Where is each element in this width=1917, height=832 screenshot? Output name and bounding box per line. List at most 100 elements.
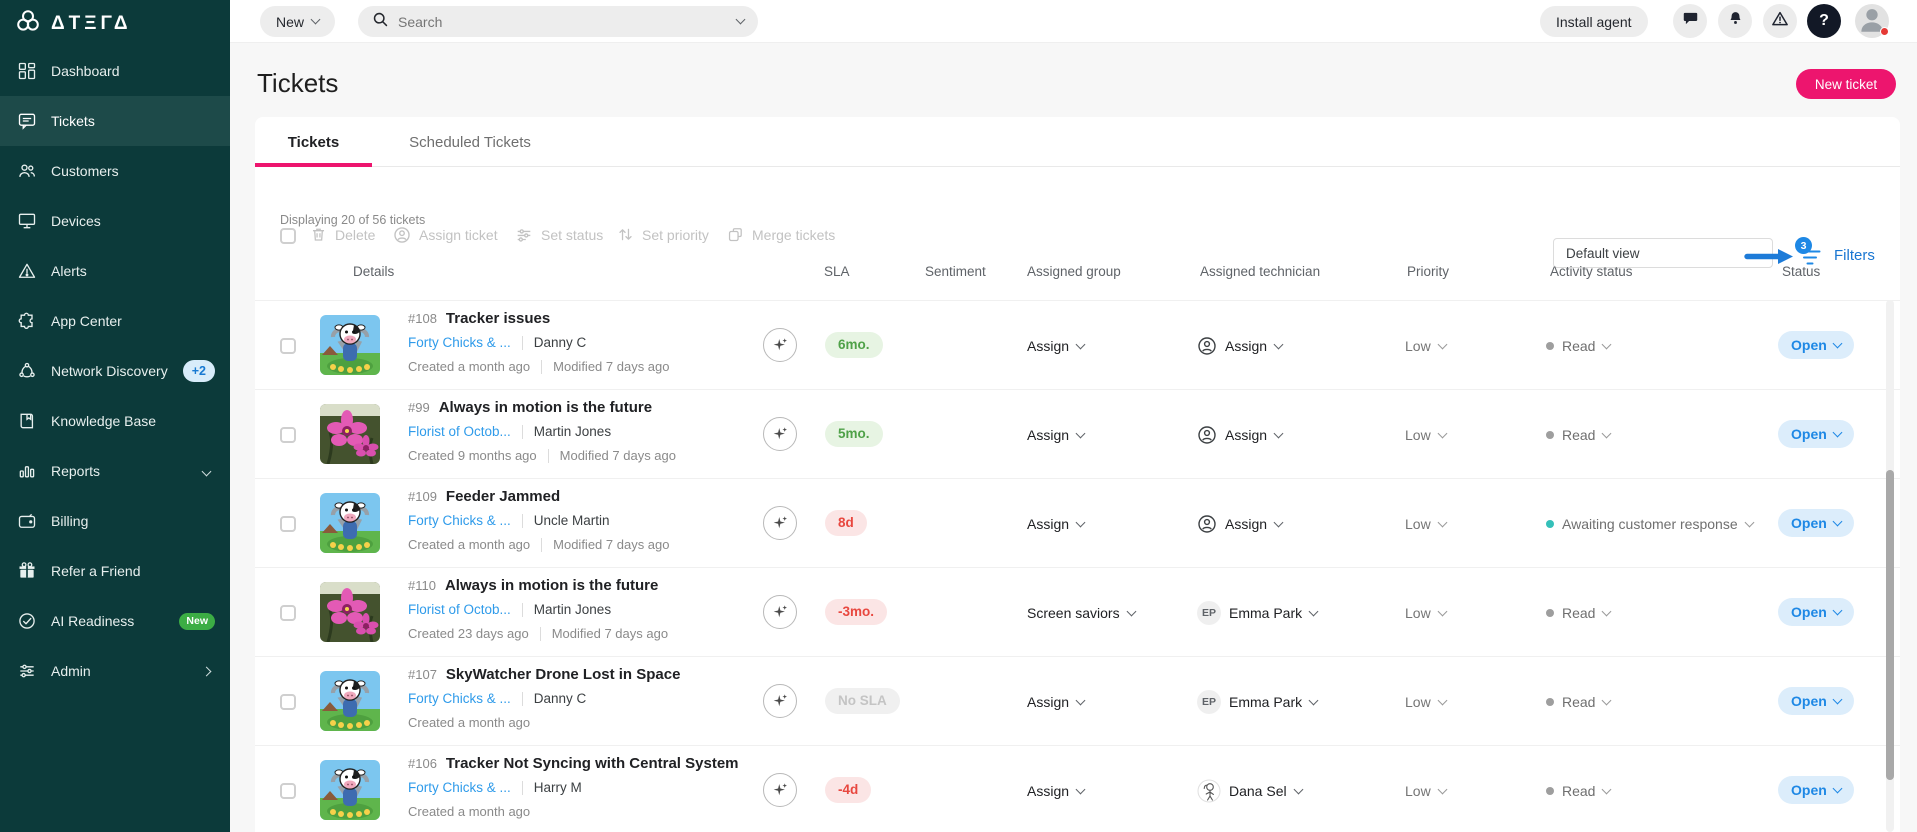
status-dropdown[interactable]: Open <box>1778 420 1854 448</box>
ai-sparkle-button[interactable] <box>763 417 797 451</box>
user-avatar[interactable] <box>1855 4 1889 38</box>
assigned-technician-dropdown[interactable]: Assign <box>1197 512 1284 536</box>
status-dropdown[interactable]: Open <box>1778 331 1854 359</box>
sidebar-item-tickets[interactable]: Tickets <box>0 96 230 146</box>
row-checkbox[interactable] <box>280 338 296 354</box>
sidebar-item-app-center[interactable]: App Center <box>0 296 230 346</box>
delete-button[interactable]: Delete <box>310 226 375 243</box>
ai-sparkle-button[interactable] <box>763 328 797 362</box>
assigned-technician-dropdown[interactable]: EP Emma Park <box>1197 601 1319 625</box>
customer-link[interactable]: Florist of Octob... <box>408 424 511 439</box>
sidebar-item-ai-readiness[interactable]: AI Readiness New <box>0 596 230 646</box>
priority-dropdown[interactable]: Low <box>1405 512 1448 536</box>
assigned-group-dropdown[interactable]: Screen saviors <box>1027 601 1137 625</box>
assigned-technician-dropdown[interactable]: Assign <box>1197 423 1284 447</box>
customer-link[interactable]: Forty Chicks & ... <box>408 513 511 528</box>
sidebar-item-customers[interactable]: Customers <box>0 146 230 196</box>
ticket-row[interactable]: #107 SkyWatcher Drone Lost in Space Forty… <box>255 657 1900 746</box>
modified-at: Modified 7 days ago <box>551 626 669 641</box>
atera-logo[interactable]: ΔTΞΓΔ <box>15 8 132 39</box>
tab-tickets[interactable]: Tickets <box>255 117 372 167</box>
customer-link[interactable]: Florist of Octob... <box>408 602 511 617</box>
chevron-down-icon <box>1308 695 1319 705</box>
assigned-technician-dropdown[interactable]: EP Emma Park <box>1197 690 1319 714</box>
activity-status-dropdown[interactable]: Read <box>1546 334 1612 358</box>
set-status-label: Set status <box>541 227 604 243</box>
chat-button[interactable] <box>1673 4 1707 38</box>
sidebar-item-devices[interactable]: Devices <box>0 196 230 246</box>
global-search[interactable] <box>358 6 758 37</box>
help-button[interactable]: ? <box>1807 4 1841 38</box>
install-agent-button[interactable]: Install agent <box>1540 6 1648 37</box>
activity-status-dropdown[interactable]: Read <box>1546 690 1612 714</box>
priority-dropdown[interactable]: Low <box>1405 601 1448 625</box>
ticket-row[interactable]: #109 Feeder Jammed Forty Chicks & ... Uncl… <box>255 479 1900 568</box>
customer-link[interactable]: Forty Chicks & ... <box>408 780 511 795</box>
activity-status-dropdown[interactable]: Read <box>1546 423 1612 447</box>
status-dropdown[interactable]: Open <box>1778 509 1854 537</box>
ticket-title-link[interactable]: Tracker issues <box>445 310 551 327</box>
ticket-row[interactable]: #99 Always in motion is the future Floris… <box>255 390 1900 479</box>
tab-scheduled-tickets[interactable]: Scheduled Tickets <box>409 133 531 151</box>
ai-sparkle-button[interactable] <box>763 506 797 540</box>
assigned-group-dropdown[interactable]: Assign <box>1027 690 1086 714</box>
chevron-right-icon <box>201 666 212 676</box>
assigned-technician-dropdown[interactable]: Dana Sel <box>1197 779 1304 803</box>
assigned-group-dropdown[interactable]: Assign <box>1027 423 1086 447</box>
priority-dropdown[interactable]: Low <box>1405 779 1448 803</box>
status-dropdown[interactable]: Open <box>1778 776 1854 804</box>
row-checkbox[interactable] <box>280 516 296 532</box>
scrollbar-thumb[interactable] <box>1886 470 1894 780</box>
sidebar-item-network-discovery[interactable]: Network Discovery +2 <box>0 346 230 396</box>
ticket-row[interactable]: #108 Tracker issues Forty Chicks & ... Dan… <box>255 301 1900 390</box>
filters-link[interactable]: Filters <box>1834 247 1875 264</box>
assigned-group-dropdown[interactable]: Assign <box>1027 779 1086 803</box>
sidebar-item-dashboard[interactable]: Dashboard <box>0 46 230 96</box>
ticket-row[interactable]: #106 Tracker Not Syncing with Central Sys… <box>255 746 1900 832</box>
ticket-title-link[interactable]: Feeder Jammed <box>445 488 561 505</box>
sidebar-item-refer-a-friend[interactable]: Refer a Friend <box>0 546 230 596</box>
priority-dropdown[interactable]: Low <box>1405 690 1448 714</box>
assigned-group-dropdown[interactable]: Assign <box>1027 512 1086 536</box>
activity-status-dropdown[interactable]: Read <box>1546 601 1612 625</box>
ai-sparkle-button[interactable] <box>763 595 797 629</box>
row-checkbox[interactable] <box>280 605 296 621</box>
search-input[interactable] <box>398 13 728 30</box>
assigned-technician-dropdown[interactable]: Assign <box>1197 334 1284 358</box>
row-checkbox[interactable] <box>280 427 296 443</box>
sidebar-item-alerts[interactable]: Alerts <box>0 246 230 296</box>
status-dropdown[interactable]: Open <box>1778 598 1854 626</box>
sidebar-item-knowledge-base[interactable]: Knowledge Base <box>0 396 230 446</box>
activity-status-dropdown[interactable]: Read <box>1546 779 1612 803</box>
customer-link[interactable]: Forty Chicks & ... <box>408 691 511 706</box>
ticket-title-link[interactable]: SkyWatcher Drone Lost in Space <box>445 666 681 683</box>
set-priority-button[interactable]: Set priority <box>617 226 709 243</box>
view-selector-input[interactable] <box>1553 238 1773 268</box>
notifications-button[interactable] <box>1718 4 1752 38</box>
assigned-group-dropdown[interactable]: Assign <box>1027 334 1086 358</box>
select-all-checkbox[interactable] <box>280 228 296 244</box>
ai-sparkle-button[interactable] <box>763 773 797 807</box>
ticket-row[interactable]: #110 Always in motion is the future Flori… <box>255 568 1900 657</box>
ticket-title-link[interactable]: Always in motion is the future <box>444 577 659 594</box>
new-ticket-button[interactable]: New ticket <box>1796 69 1896 99</box>
sidebar-item-reports[interactable]: Reports <box>0 446 230 496</box>
sidebar-item-billing[interactable]: Billing <box>0 496 230 546</box>
row-checkbox[interactable] <box>280 783 296 799</box>
search-dropdown-chevron[interactable] <box>735 14 746 25</box>
sidebar-item-admin[interactable]: Admin <box>0 646 230 696</box>
set-status-button[interactable]: Set status <box>515 226 603 244</box>
alerts-button[interactable] <box>1763 4 1797 38</box>
priority-dropdown[interactable]: Low <box>1405 334 1448 358</box>
row-checkbox[interactable] <box>280 694 296 710</box>
ticket-title-link[interactable]: Tracker Not Syncing with Central System <box>445 755 739 772</box>
customer-link[interactable]: Forty Chicks & ... <box>408 335 511 350</box>
activity-status-dropdown[interactable]: Awaiting customer response <box>1546 512 1755 536</box>
new-global-button[interactable]: New <box>260 6 336 37</box>
priority-dropdown[interactable]: Low <box>1405 423 1448 447</box>
ticket-title-link[interactable]: Always in motion is the future <box>438 399 653 416</box>
merge-tickets-button[interactable]: Merge tickets <box>727 226 835 243</box>
status-dropdown[interactable]: Open <box>1778 687 1854 715</box>
ai-sparkle-button[interactable] <box>763 684 797 718</box>
assign-ticket-button[interactable]: Assign ticket <box>393 226 498 244</box>
